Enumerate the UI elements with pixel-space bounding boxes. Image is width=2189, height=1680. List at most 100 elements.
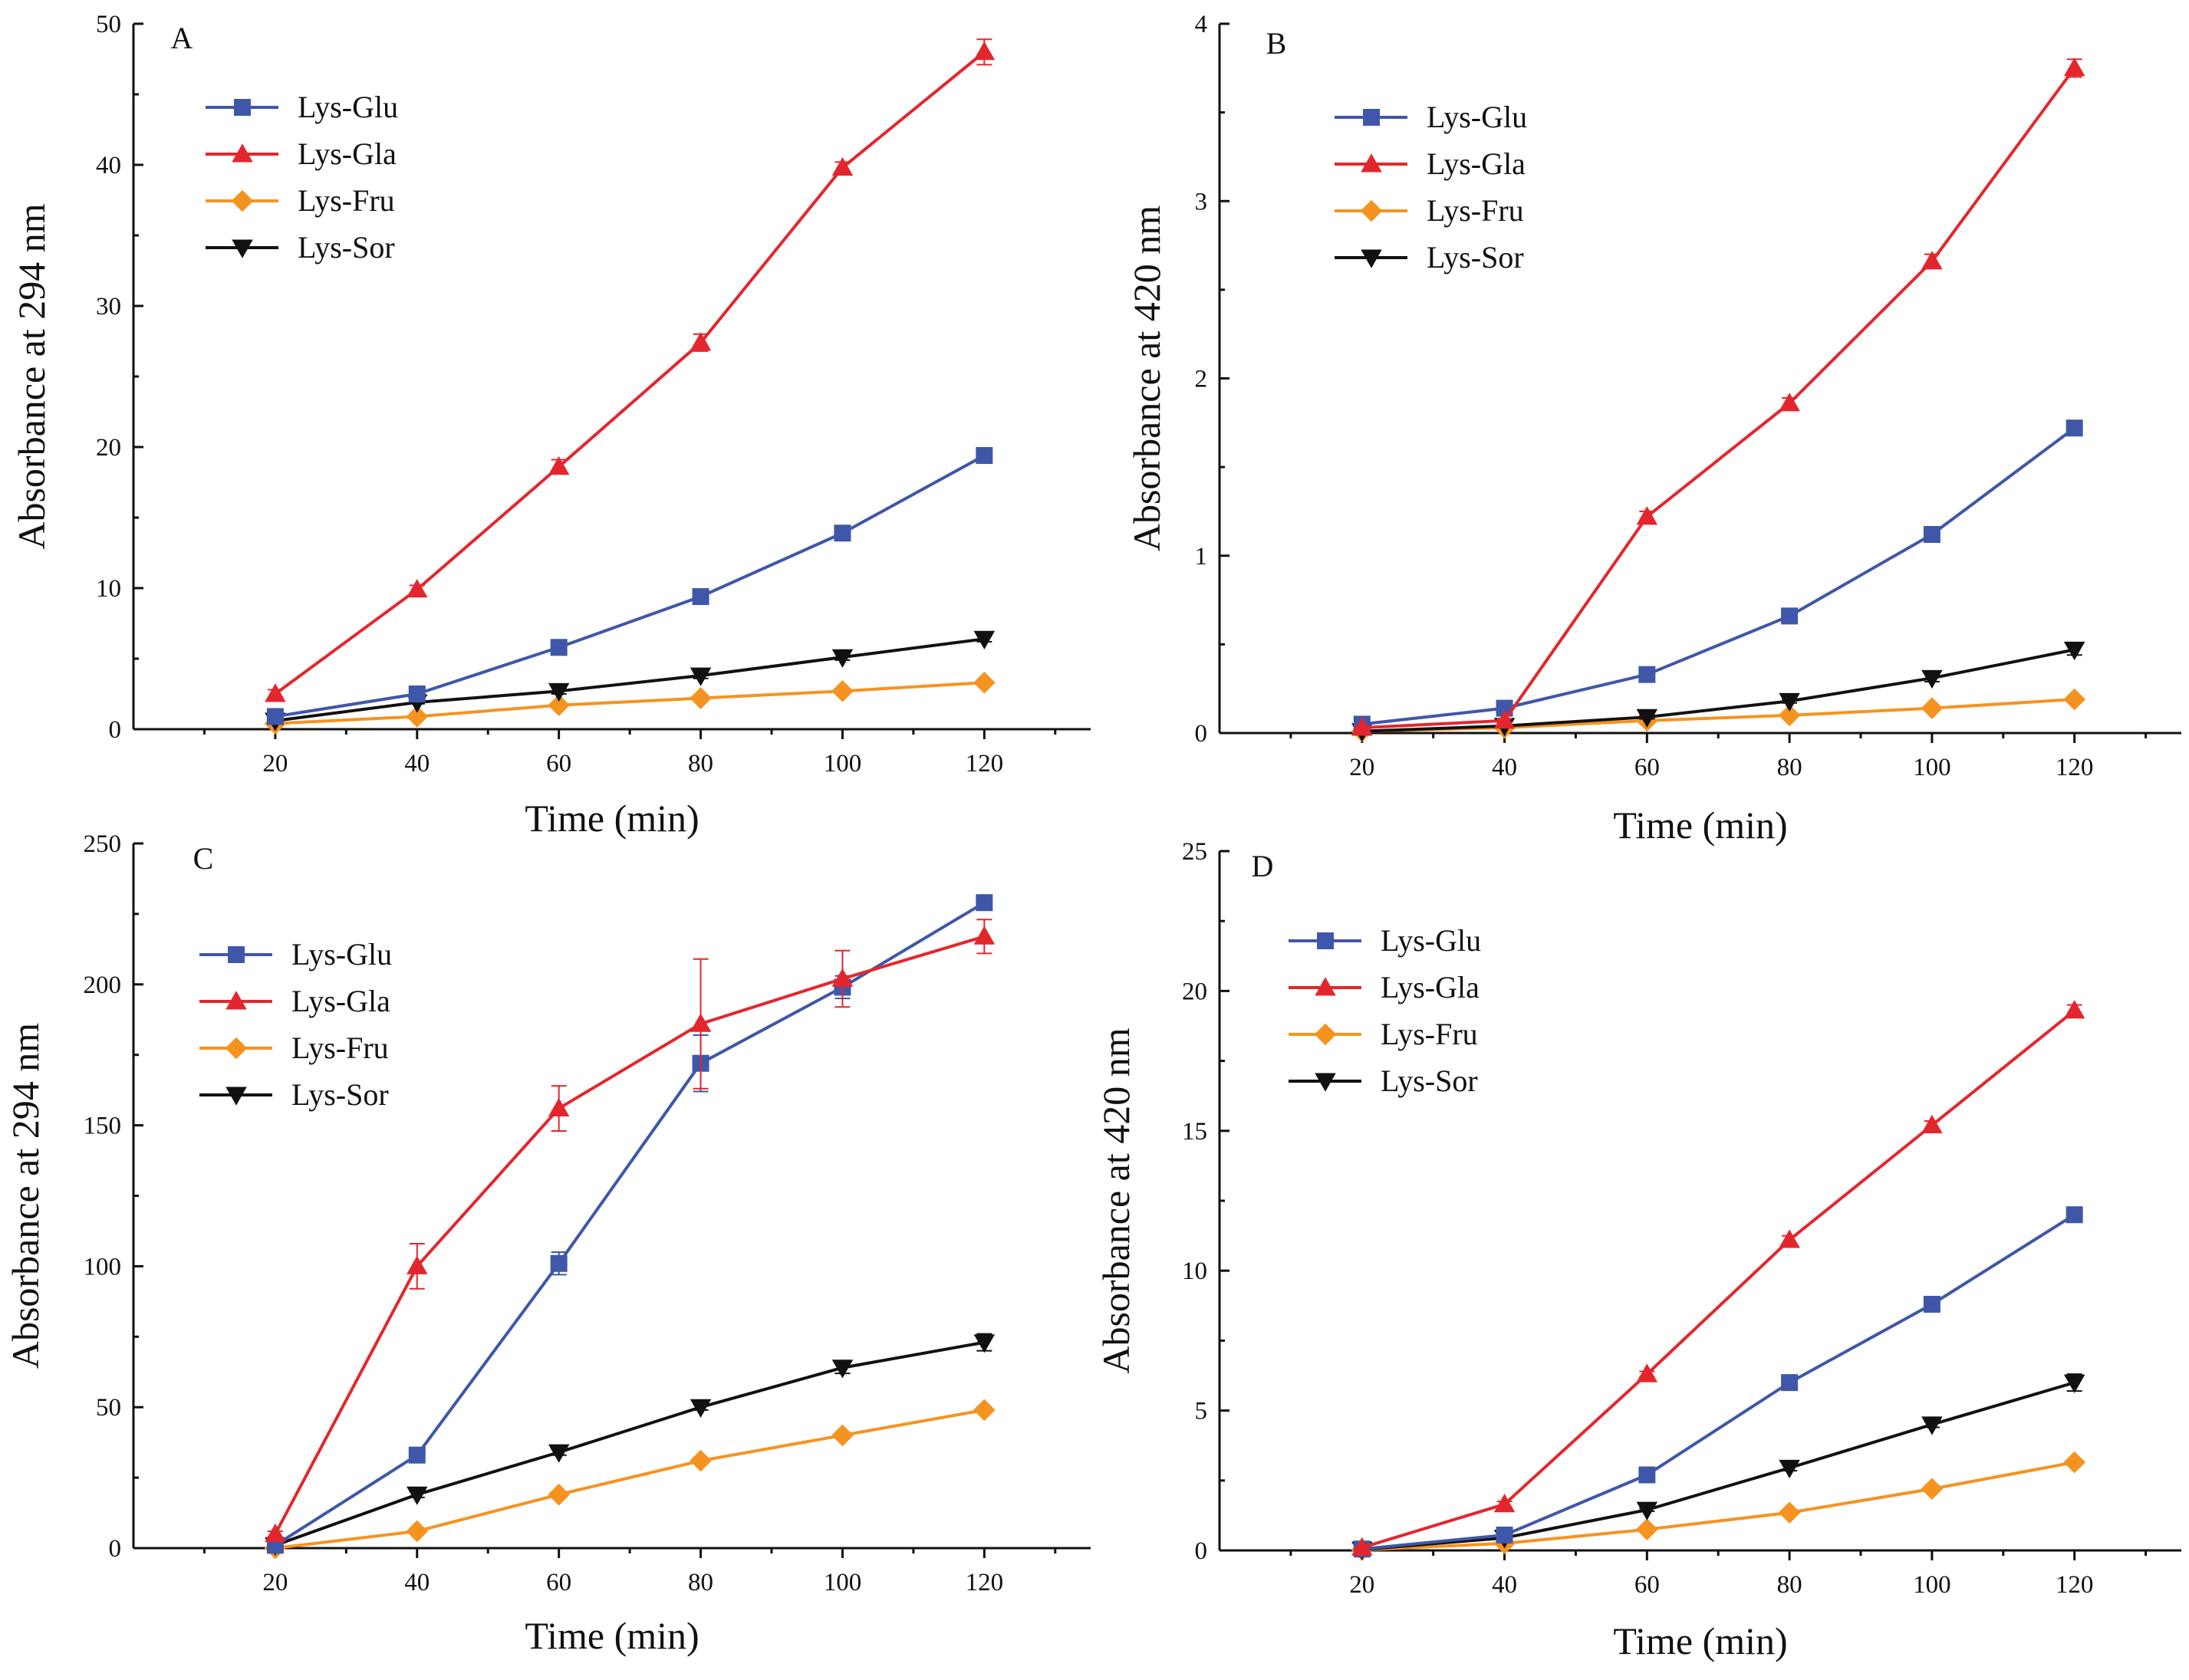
- data-point: [2063, 688, 2085, 711]
- series-line: [275, 454, 986, 718]
- series-lys-fru: [264, 671, 996, 735]
- legend-item: Lys-Gla: [206, 136, 397, 171]
- series-lys-sor: [1351, 1373, 2085, 1560]
- x-tick-label: 20: [262, 750, 288, 778]
- data-point: [407, 1255, 428, 1274]
- data-point: [2066, 1206, 2083, 1224]
- y-tick-label: 10: [96, 575, 121, 603]
- series-line: [1361, 67, 2076, 730]
- y-tick-label: 10: [1182, 1258, 1207, 1285]
- legend-item: Lys-Gla: [199, 984, 390, 1018]
- data-point: [1636, 1363, 1658, 1382]
- legend-marker: [1315, 977, 1336, 996]
- data-point: [1493, 710, 1516, 729]
- data-point: [973, 1399, 996, 1422]
- y-axis-title: Absorbance at 420 nm: [1125, 205, 1168, 551]
- data-point: [2063, 58, 2085, 77]
- legend-label: Lys-Glu: [1381, 923, 1481, 958]
- x-tick-label: 120: [966, 750, 1004, 778]
- data-point: [548, 1444, 570, 1463]
- legend-label: Lys-Glu: [1427, 100, 1527, 134]
- data-point: [407, 579, 428, 598]
- y-tick-label: 0: [1195, 1537, 1208, 1565]
- legend-label: Lys-Gla: [1381, 970, 1480, 1004]
- x-tick-label: 80: [1777, 1571, 1802, 1599]
- series-line: [275, 681, 985, 725]
- y-tick-label: 20: [96, 434, 121, 462]
- legend-label: Lys-Sor: [1381, 1064, 1478, 1098]
- legend-item: Lys-Fru: [1289, 1017, 1478, 1051]
- series-line: [1361, 1009, 2075, 1550]
- data-point: [1921, 1478, 1944, 1501]
- panel-d: 0 5 10 15 20 25 20 40 60 80 100 120 Time (min) Absorb…: [1094, 838, 2181, 1662]
- y-tick-label: 0: [109, 716, 122, 744]
- data-point: [265, 1523, 286, 1543]
- legend-label: Lys-Glu: [298, 90, 398, 124]
- series-lys-gla: [265, 38, 996, 702]
- data-point: [406, 1520, 429, 1543]
- data-point: [548, 682, 570, 702]
- legend-label: Lys-Glu: [291, 937, 392, 972]
- data-point: [1779, 1459, 1800, 1479]
- x-tick-label: 60: [546, 1569, 571, 1596]
- legend-item: Lys-Glu: [1335, 100, 1527, 134]
- y-axis-title: Absorbance at 294 nm: [4, 1023, 47, 1369]
- x-axis-title: Time (min): [525, 1614, 699, 1657]
- data-point: [548, 1483, 570, 1506]
- series-lys-fru: [1351, 1451, 2085, 1561]
- y-axis-title: Absorbance at 294 nm: [10, 203, 53, 549]
- data-point: [831, 156, 854, 176]
- data-point: [1638, 666, 1656, 683]
- y-tick-label: 20: [1182, 978, 1207, 1005]
- data-point: [831, 680, 854, 702]
- data-point: [1636, 1518, 1658, 1540]
- data-point: [2063, 641, 2085, 661]
- legend-label: Lys-Fru: [291, 1031, 389, 1065]
- x-tick-label: 20: [1349, 754, 1374, 781]
- series-lys-glu: [1353, 419, 2083, 733]
- legend: Lys-Glu Lys-Gla Lys-Fru Lys-Sor: [206, 90, 398, 265]
- legend-marker: [228, 946, 245, 963]
- y-tick-label: 15: [1182, 1118, 1207, 1146]
- data-point: [550, 1254, 568, 1272]
- data-point: [692, 588, 709, 606]
- data-point: [1779, 393, 1800, 412]
- series-line: [275, 1408, 985, 1550]
- data-point: [1638, 1466, 1656, 1484]
- data-point: [408, 685, 426, 702]
- x-tick-label: 120: [966, 1569, 1004, 1596]
- panel-letter: C: [193, 841, 214, 876]
- series-lys-glu: [266, 447, 993, 725]
- data-point: [408, 1446, 426, 1464]
- data-point: [2066, 419, 2083, 437]
- legend-label: Lys-Gla: [1427, 146, 1526, 181]
- y-tick-label: 200: [84, 972, 122, 999]
- series-lys-sor: [265, 630, 996, 732]
- y-tick-label: 2: [1195, 366, 1208, 393]
- data-point: [550, 639, 568, 656]
- legend-marker: [225, 991, 247, 1010]
- data-point: [1778, 704, 1801, 727]
- legend-item: Lys-Gla: [1335, 146, 1526, 181]
- x-tick-label: 60: [1634, 754, 1660, 781]
- data-point: [1781, 607, 1799, 625]
- y-tick-label: 100: [84, 1253, 122, 1281]
- y-tick-label: 0: [109, 1535, 122, 1563]
- data-point: [1781, 1374, 1799, 1392]
- legend-item: Lys-Fru: [1335, 193, 1524, 228]
- legend-item: Lys-Sor: [1335, 240, 1524, 275]
- legend: Lys-Glu Lys-Gla Lys-Fru Lys-Sor: [199, 937, 392, 1112]
- legend: Lys-Glu Lys-Gla Lys-Fru Lys-Sor: [1289, 923, 1481, 1098]
- legend-marker: [1317, 932, 1334, 949]
- data-point: [690, 687, 712, 709]
- y-tick-label: 1: [1195, 543, 1208, 570]
- series-lys-glu: [1353, 1206, 2083, 1558]
- data-point: [1351, 717, 1373, 736]
- data-point: [2063, 1000, 2085, 1019]
- y-tick-label: 30: [96, 293, 121, 321]
- data-point: [973, 925, 996, 945]
- legend-marker: [1361, 249, 1382, 268]
- legend-label: Lys-Gla: [291, 984, 390, 1018]
